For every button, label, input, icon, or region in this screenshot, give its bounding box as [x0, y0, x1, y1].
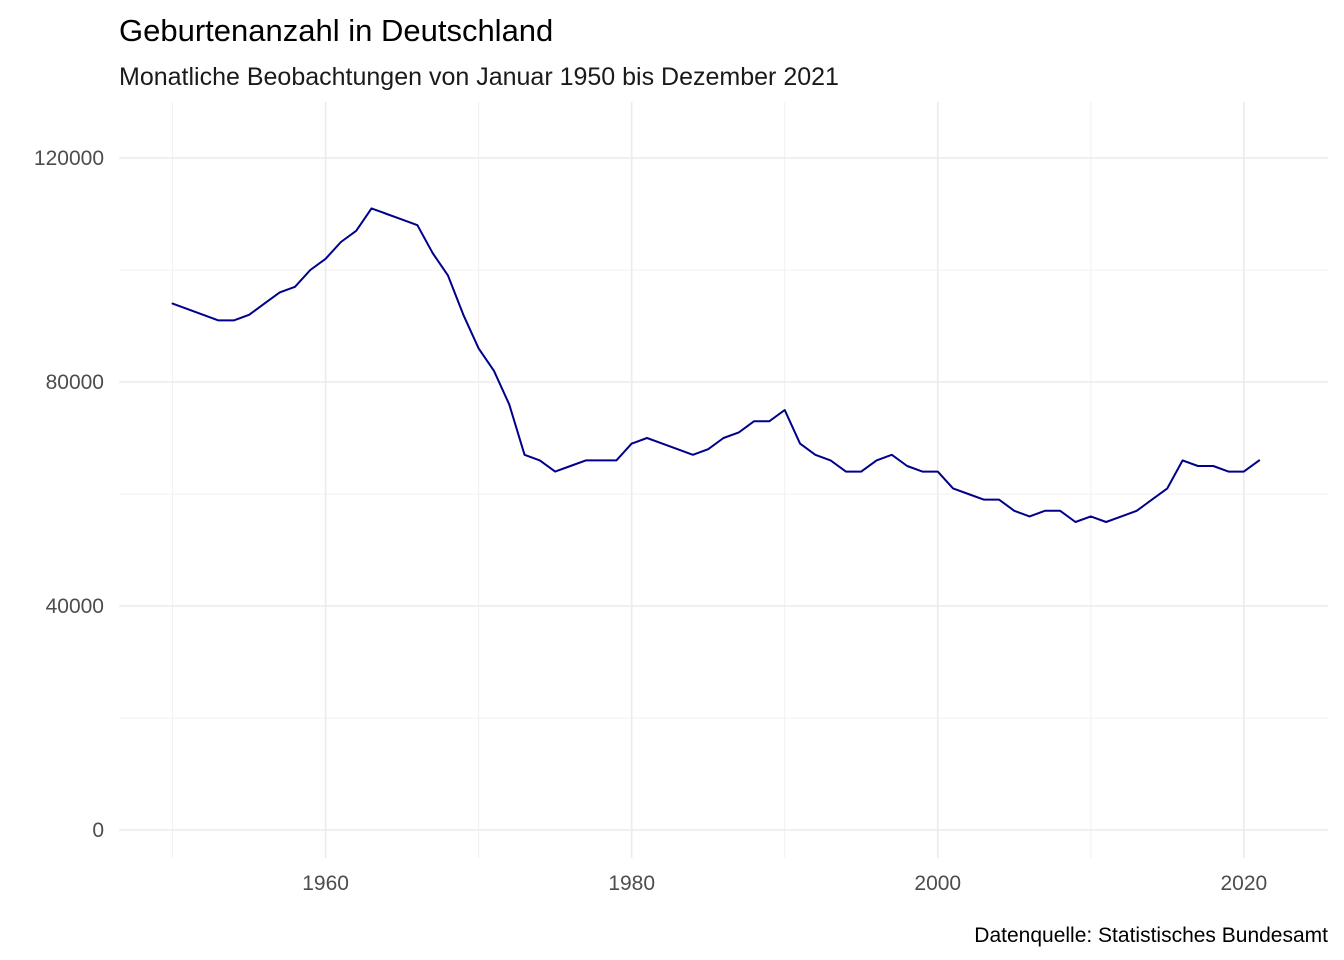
- chart-caption: Datenquelle: Statistisches Bundesamt: [974, 924, 1328, 947]
- y-tick-label: 120000: [34, 147, 104, 170]
- y-tick-label: 40000: [46, 595, 104, 618]
- chart-title: Geburtenanzahl in Deutschland: [119, 13, 553, 48]
- x-tick-label: 1980: [608, 872, 655, 895]
- x-tick-label: 2000: [914, 872, 961, 895]
- chart-subtitle: Monatliche Beobachtungen von Januar 1950…: [119, 63, 839, 91]
- series-line: [171, 207, 1261, 523]
- y-tick-label: 0: [92, 819, 104, 842]
- x-tick-label: 2020: [1220, 872, 1267, 895]
- grid-layer: [119, 102, 1328, 858]
- tick-label-layer: 1960 1980 2000 2020 0 40000 80000 120000: [34, 147, 1267, 895]
- y-tick-label: 80000: [46, 371, 104, 394]
- x-tick-label: 1960: [302, 872, 349, 895]
- series-layer: [171, 207, 1261, 523]
